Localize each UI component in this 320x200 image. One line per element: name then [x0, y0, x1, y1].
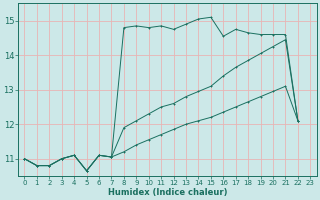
X-axis label: Humidex (Indice chaleur): Humidex (Indice chaleur)	[108, 188, 227, 197]
